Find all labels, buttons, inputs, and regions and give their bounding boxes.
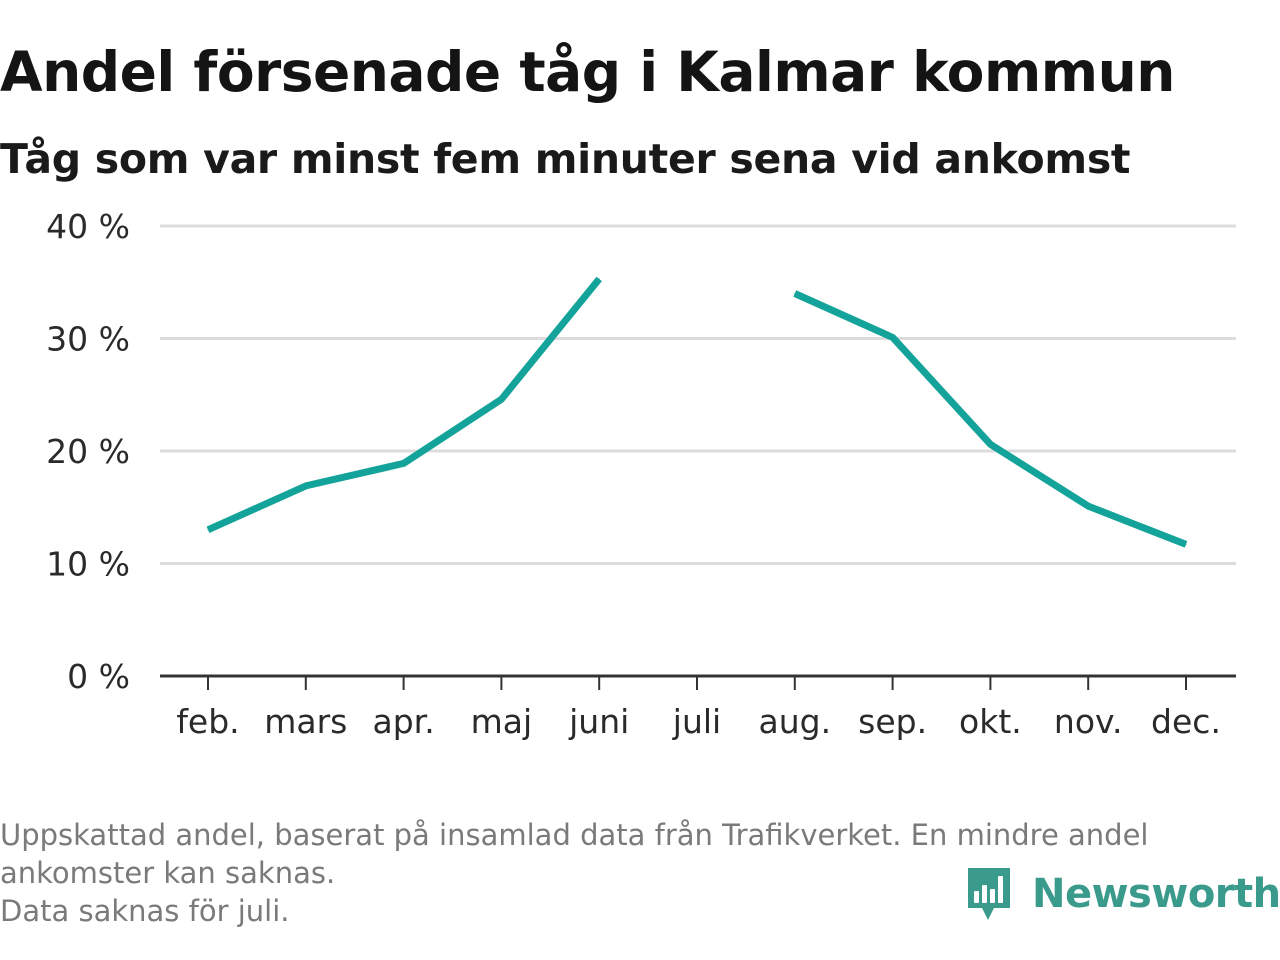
- series-line-segment: [793, 290, 1188, 548]
- y-tick-label: 10 %: [46, 545, 130, 584]
- data-point: [500, 398, 502, 400]
- logo-text: Newsworthy: [1032, 871, 1280, 917]
- data-point: [794, 293, 796, 294]
- bar-chart-speech-bubble-icon: [968, 868, 1010, 920]
- series-line-segment: [206, 276, 602, 533]
- data-point: [598, 278, 600, 280]
- chart-subtitle: Tåg som var minst fem minuter sena vid a…: [0, 135, 1131, 183]
- y-tick-label: 40 %: [46, 207, 130, 246]
- x-tick-label: dec.: [1151, 702, 1221, 741]
- data-point: [892, 336, 894, 338]
- x-tick-label: juli: [672, 702, 721, 741]
- x-tick-label: okt.: [959, 702, 1022, 741]
- x-tick-label: nov.: [1054, 702, 1123, 741]
- footnote-line-2: ankomster kan saknas.: [0, 856, 336, 890]
- y-tick-label: 0 %: [67, 657, 130, 696]
- x-tick-label: aug.: [759, 702, 832, 741]
- x-tick-label: maj: [471, 702, 533, 741]
- x-tick-label: sep.: [858, 702, 927, 741]
- data-point: [403, 462, 405, 464]
- y-tick-label: 20 %: [46, 432, 130, 471]
- x-tick-label: feb.: [176, 702, 239, 741]
- x-tick-label: apr.: [372, 702, 434, 741]
- x-tick-label: mars: [264, 702, 347, 741]
- data-point: [207, 529, 209, 531]
- x-tick-label: juni: [568, 702, 629, 741]
- footnote: Uppskattad andel, baserat på insamlad da…: [0, 816, 1270, 930]
- data-point: [1087, 505, 1089, 507]
- newsworthy-logo[interactable]: Newsworthy: [964, 864, 1280, 924]
- y-tick-label: 30 %: [46, 320, 130, 359]
- footnote-line-3: Data saknas för juli.: [0, 894, 290, 928]
- data-point: [989, 443, 991, 445]
- footnote-line-1: Uppskattad andel, baserat på insamlad da…: [0, 818, 1149, 852]
- data-point: [305, 485, 307, 487]
- chart-title: Andel försenade tåg i Kalmar kommun: [0, 40, 1175, 104]
- data-point: [1185, 543, 1187, 545]
